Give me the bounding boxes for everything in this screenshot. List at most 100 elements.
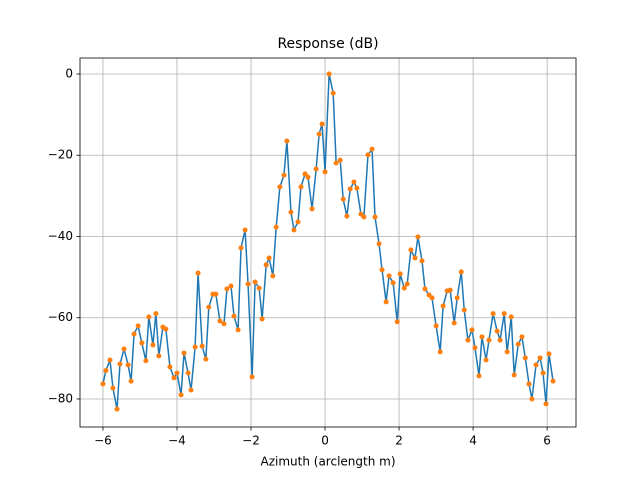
x-tick-label: 6 — [543, 434, 551, 448]
y-tick-label: −40 — [48, 229, 73, 243]
data-point — [429, 295, 435, 301]
data-point — [195, 270, 201, 276]
data-point — [135, 323, 141, 329]
data-point — [249, 374, 255, 380]
data-point — [519, 334, 525, 340]
data-point — [472, 345, 478, 351]
data-point — [150, 342, 156, 348]
data-point — [273, 224, 279, 230]
x-tick-label: −2 — [242, 434, 260, 448]
data-line — [102, 73, 554, 410]
data-point — [224, 286, 230, 292]
data-point — [295, 219, 301, 225]
data-point — [107, 357, 113, 363]
data-point — [322, 169, 328, 175]
data-point — [494, 328, 500, 334]
data-point — [394, 319, 400, 325]
data-point — [143, 358, 149, 364]
data-point — [146, 314, 152, 320]
y-tick-label: −60 — [48, 310, 73, 324]
data-point — [415, 234, 421, 240]
data-point — [497, 337, 503, 343]
data-point — [305, 174, 311, 180]
x-tick-label: −4 — [168, 434, 186, 448]
data-point — [238, 245, 244, 251]
data-point — [259, 316, 265, 322]
data-point — [128, 378, 134, 384]
data-point — [412, 255, 418, 261]
data-point — [401, 285, 407, 291]
x-tick-label: 4 — [469, 434, 477, 448]
data-point — [454, 295, 460, 301]
data-point — [309, 206, 315, 212]
data-point — [408, 247, 414, 253]
data-point — [174, 370, 180, 376]
data-point — [550, 378, 556, 384]
data-point — [270, 273, 276, 279]
data-point — [369, 146, 375, 152]
data-point — [522, 355, 528, 361]
data-point — [526, 381, 532, 387]
data-point — [365, 152, 371, 158]
data-point — [333, 160, 339, 166]
data-point — [390, 280, 396, 286]
data-point — [386, 273, 392, 279]
data-point — [486, 337, 492, 343]
data-point — [319, 121, 325, 127]
data-point — [139, 340, 145, 346]
data-point — [185, 370, 191, 376]
data-point — [337, 157, 343, 163]
data-point — [114, 406, 120, 412]
plot-frame — [79, 57, 577, 428]
data-point — [372, 214, 378, 220]
data-point — [397, 271, 403, 277]
data-point — [451, 320, 457, 326]
data-point — [256, 285, 262, 291]
data-point — [178, 392, 184, 398]
data-point — [163, 326, 169, 332]
data-point — [540, 370, 546, 376]
data-point — [171, 375, 177, 381]
data-point — [206, 304, 212, 310]
data-point — [501, 311, 507, 317]
data-point — [419, 258, 425, 264]
data-point — [440, 303, 446, 309]
data-point — [529, 396, 535, 402]
data-point — [533, 362, 539, 368]
data-point — [235, 327, 241, 333]
data-point — [326, 71, 332, 77]
chart-title: Response (dB) — [277, 36, 378, 52]
data-point — [422, 286, 428, 292]
data-point — [284, 138, 290, 144]
data-point — [156, 353, 162, 359]
data-point — [153, 311, 159, 317]
data-point — [433, 323, 439, 329]
data-point — [437, 349, 443, 355]
data-point — [100, 381, 106, 387]
data-point — [479, 334, 485, 340]
data-point — [245, 281, 251, 287]
data-point — [117, 361, 123, 367]
data-point — [217, 318, 223, 324]
data-point — [252, 279, 258, 285]
data-point — [383, 299, 389, 305]
data-point — [515, 341, 521, 347]
data-point — [461, 307, 467, 313]
x-tick-label: 0 — [321, 434, 329, 448]
x-tick-label: −6 — [94, 434, 112, 448]
data-point — [302, 171, 308, 177]
data-point — [291, 227, 297, 233]
data-point — [213, 291, 219, 297]
y-tick-label: 0 — [65, 67, 73, 81]
data-point — [537, 355, 543, 361]
data-point — [313, 166, 319, 172]
data-point — [121, 346, 127, 352]
data-point — [344, 213, 350, 219]
data-point — [103, 368, 109, 374]
data-point — [266, 255, 272, 261]
data-point — [340, 196, 346, 202]
data-point — [508, 314, 514, 320]
x-axis-label: Azimuth (arclength m) — [261, 455, 396, 469]
